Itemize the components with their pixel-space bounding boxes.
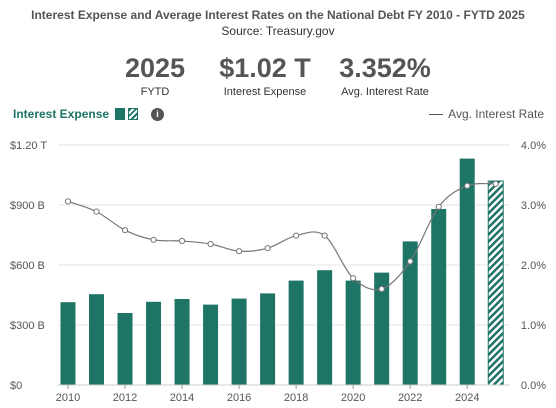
x-tick-label: 2018 [284, 392, 308, 404]
bar [117, 313, 133, 385]
avg-rate-point [492, 180, 499, 187]
x-tick-label: 2020 [341, 392, 365, 404]
chart-title: Interest Expense and Average Interest Ra… [31, 8, 525, 22]
bar [317, 270, 333, 385]
avg-rate-point [464, 182, 471, 189]
x-tick-label: 2024 [455, 392, 479, 404]
avg-rate-point [150, 236, 157, 243]
legend-solid-swatch [115, 108, 126, 120]
legend-avg-rate: Avg. Interest Rate [429, 107, 544, 121]
bar [288, 280, 304, 385]
avg-rate-point [407, 258, 414, 265]
bar [60, 302, 76, 385]
bar [402, 241, 418, 385]
legend-line-swatch [429, 113, 444, 115]
x-tick-label: 2010 [56, 392, 80, 404]
bar [231, 298, 247, 385]
avg-rate-point [293, 232, 300, 239]
y-left-tick-label: $600 B [10, 260, 45, 272]
y-right-tick-label: 2.0% [521, 260, 546, 272]
avg-rate-point [178, 237, 186, 245]
bar [374, 272, 390, 385]
avg-rate-point [64, 198, 72, 205]
legend-interest-expense: Interest Expense i [13, 107, 165, 121]
kpi-avg-rate-value: 3.352% [339, 53, 431, 83]
legend-avg-rate-label: Avg. Interest Rate [448, 107, 544, 121]
kpi-avg-rate: 3.352% Avg. Interest Rate [325, 50, 445, 98]
kpi-year-value: 2025 [124, 53, 186, 83]
info-icon[interactable]: i [151, 107, 165, 121]
y-left-tick-label: $1.20 T [10, 140, 47, 152]
bar [203, 304, 219, 385]
y-left-tick-label: $0 [10, 380, 22, 392]
bar [146, 301, 162, 385]
avg-rate-point [93, 208, 100, 215]
kpi-year-label: FYTD [140, 86, 170, 98]
x-tick-label: 2014 [170, 392, 194, 404]
avg-rate-point [350, 275, 357, 282]
y-right-tick-label: 1.0% [521, 320, 546, 332]
avg-rate-point [321, 232, 328, 239]
y-right-tick-label: 4.0% [521, 140, 546, 152]
x-tick-label: 2012 [113, 392, 137, 404]
y-left-tick-label: $900 B [10, 200, 45, 212]
y-right-tick-label: 0.0% [521, 380, 546, 392]
avg-rate-point [378, 285, 385, 293]
kpi-interest-expense: $1.02 T Interest Expense [205, 50, 325, 98]
legend-interest-expense-label: Interest Expense [13, 107, 110, 121]
bar [345, 280, 361, 385]
kpi-avg-rate-label: Avg. Interest Rate [341, 86, 429, 98]
avg-rate-point [121, 227, 129, 234]
x-tick-label: 2016 [227, 392, 251, 404]
kpi-interest-expense-value: $1.02 T [219, 53, 311, 83]
avg-rate-point [235, 248, 243, 255]
bar [487, 180, 504, 386]
chart-subtitle: Source: Treasury.gov [221, 24, 335, 38]
kpi-year: 2025 FYTD [110, 50, 200, 98]
bar [88, 294, 104, 385]
bar [431, 209, 447, 385]
avg-rate-line [67, 182, 496, 291]
y-right-tick-label: 3.0% [521, 200, 546, 212]
kpi-interest-expense-label: Interest Expense [223, 86, 307, 98]
bar [260, 293, 276, 385]
avg-rate-point [264, 245, 271, 252]
bar [459, 158, 475, 385]
avg-rate-point [435, 203, 442, 210]
avg-rate-point [207, 240, 214, 248]
y-left-tick-label: $300 B [10, 320, 45, 332]
legend-hatched-swatch [128, 108, 139, 120]
bar [174, 299, 190, 385]
x-tick-label: 2022 [398, 392, 422, 404]
